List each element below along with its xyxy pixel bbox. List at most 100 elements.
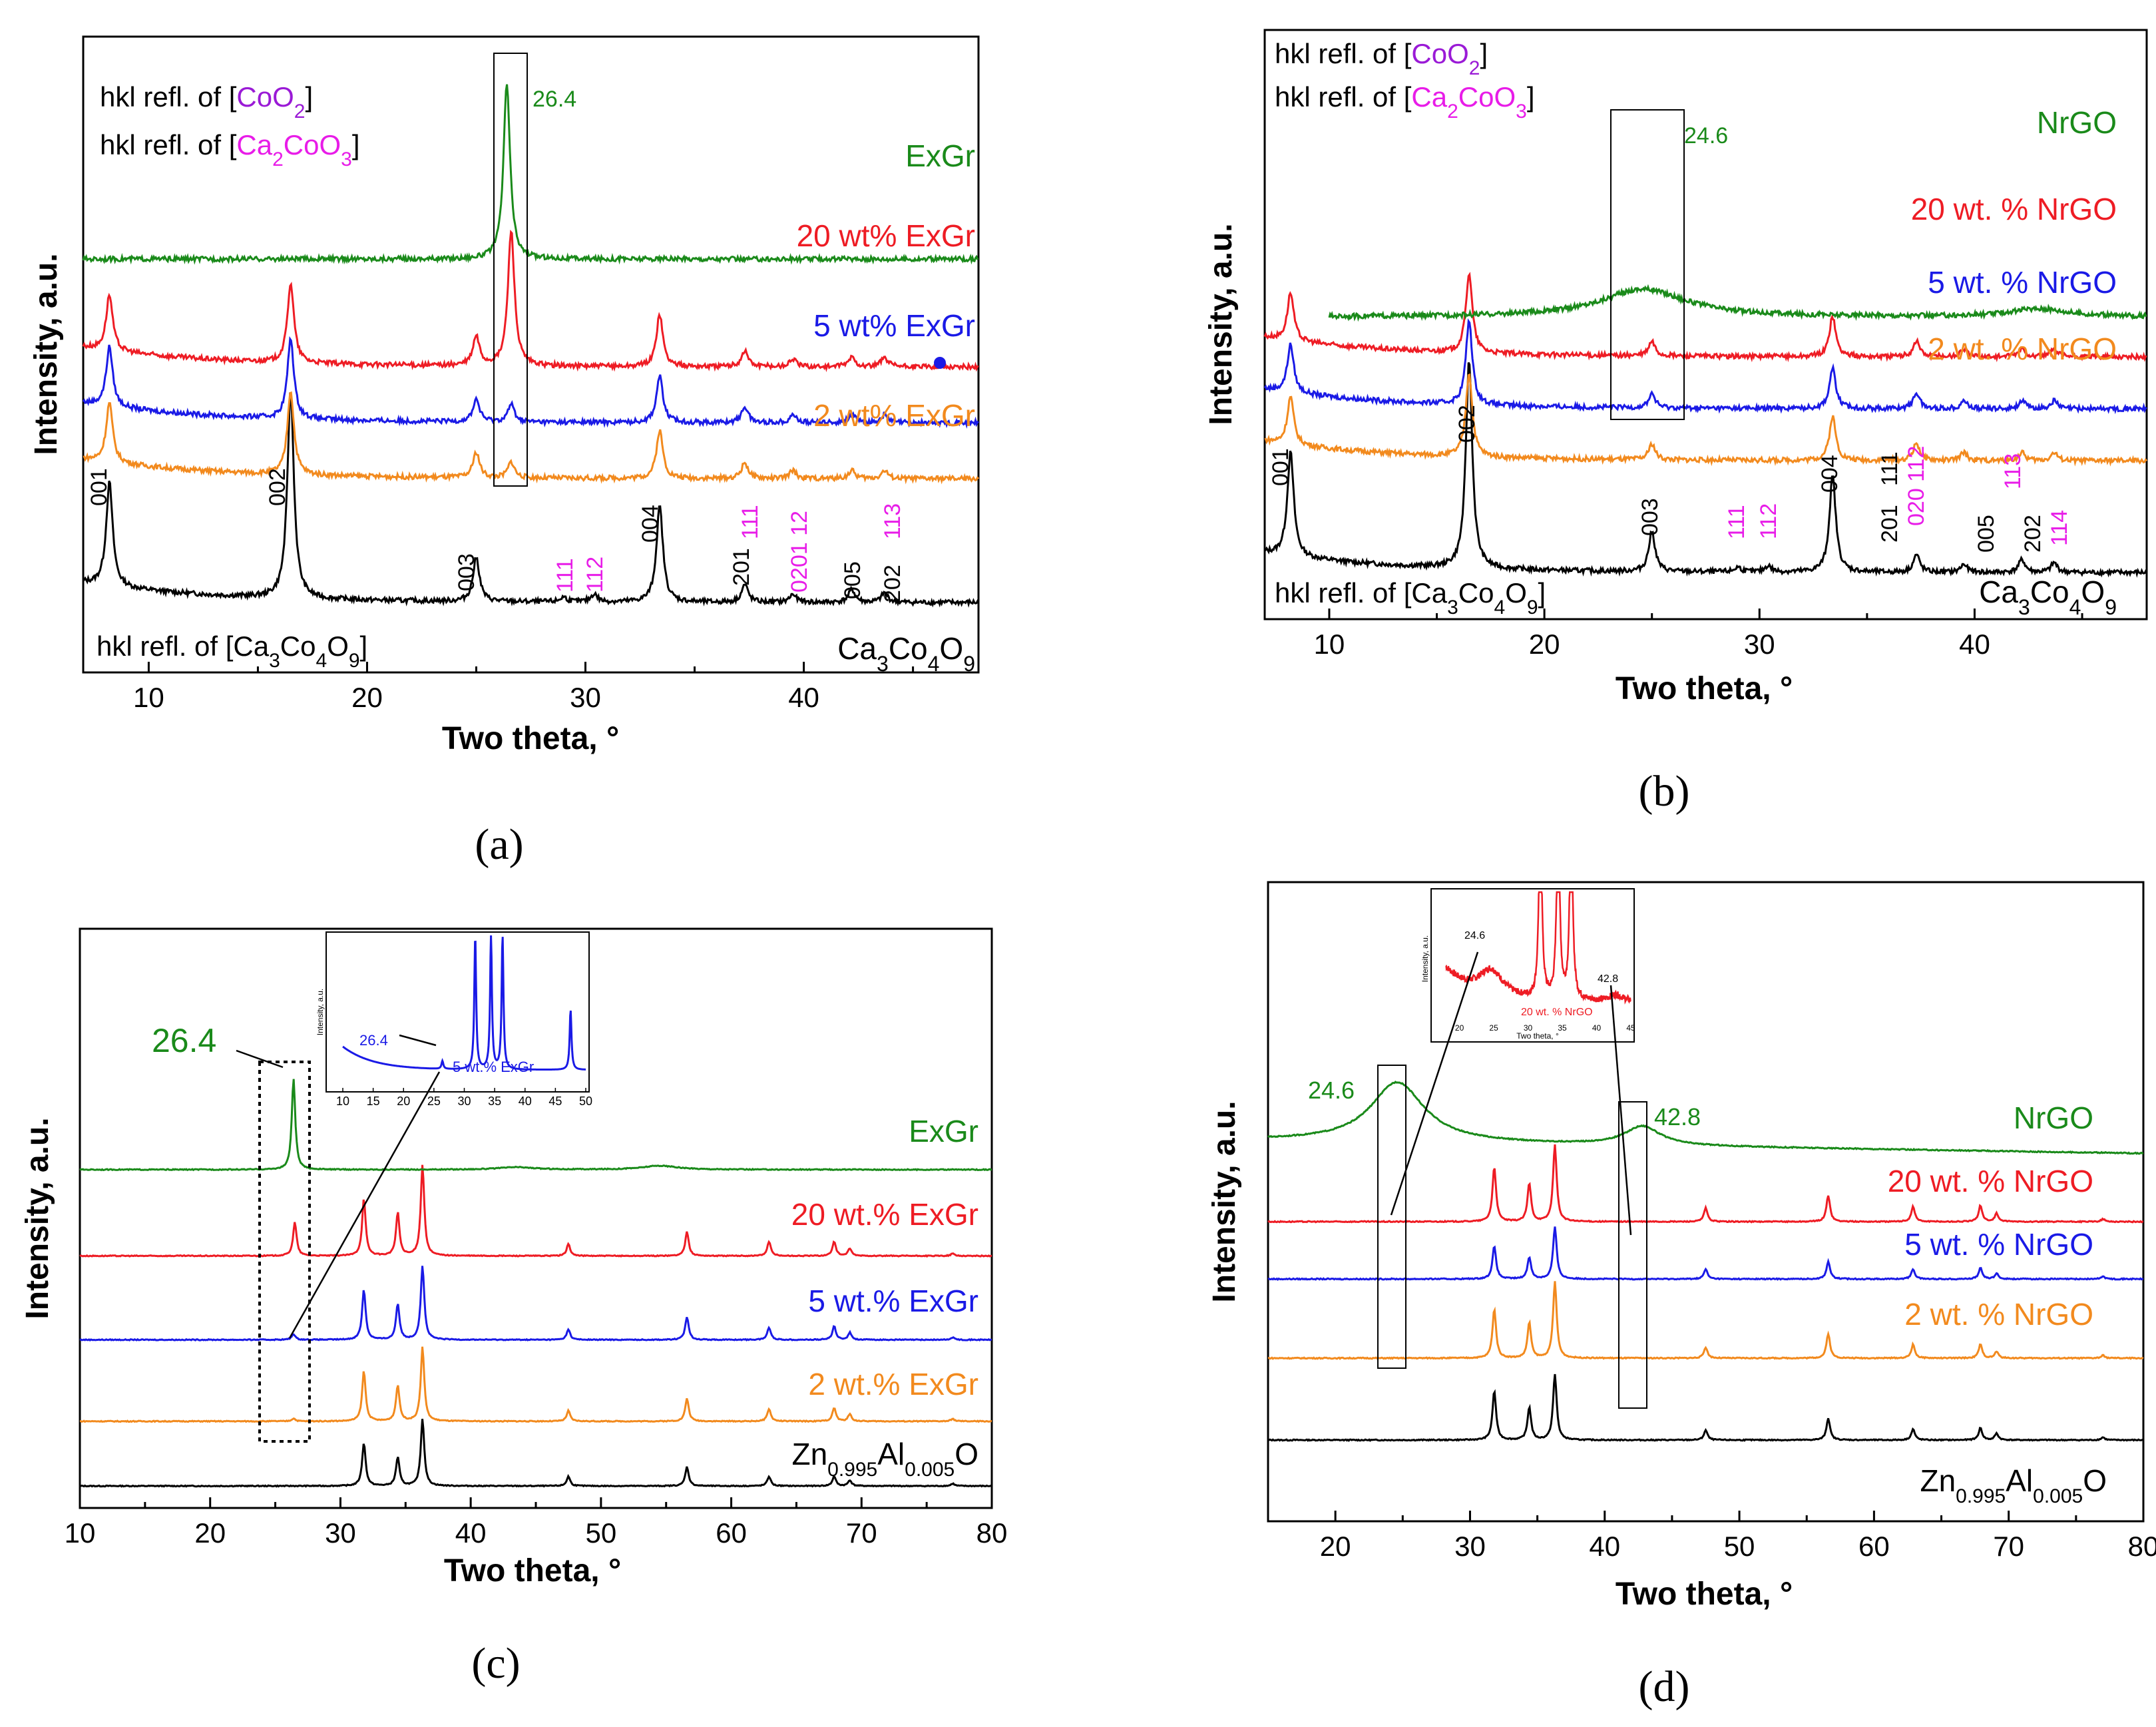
x-tick-label: 40 (1589, 1531, 1620, 1562)
panel-c-label-2wt: 2 wt.% ExGr (808, 1367, 978, 1401)
series-line (82, 84, 979, 265)
hkl-label: 005 (840, 561, 865, 599)
inset-x-tick-label: 50 (579, 1095, 592, 1108)
series-line (1267, 1226, 2144, 1281)
panel-d-label-20wt: 20 wt. % NrGO (1888, 1164, 2093, 1198)
hkl-label: 003 (1637, 498, 1663, 536)
inset-x-tick-label: 25 (1489, 1023, 1498, 1033)
panel-b-peak-label: 24.6 (1684, 123, 1728, 148)
series-line (83, 391, 980, 485)
x-tick-label: 10 (1314, 628, 1345, 660)
panel-d-inset-xlabel: Two theta, ° (1516, 1031, 1559, 1041)
panel-a-note-ca3co4o9: hkl refl. of [Ca3Co4O9] (97, 630, 367, 672)
x-tick-label: 70 (846, 1517, 877, 1549)
series-line (1267, 1373, 2144, 1442)
panel-d-peak-label-2: 42.8 (1654, 1103, 1701, 1130)
panel-a: 10 20 30 40 26.4 hkl refl. of [CoO2] hkl re… (29, 35, 980, 869)
panel-c-inset-series (342, 935, 586, 1071)
hkl-label: 001 (87, 468, 112, 506)
hkl-label: 113 (880, 503, 905, 539)
inset-x-tick-label: 45 (1626, 1023, 1635, 1033)
x-tick-label: 40 (1959, 628, 1990, 660)
panel-a-note-ca2coo3: hkl refl. of [Ca2CoO3] (100, 129, 360, 170)
hkl-label: 111 (552, 558, 578, 593)
inset-x-tick-label: 30 (457, 1095, 471, 1108)
x-tick-label: 60 (1858, 1531, 1890, 1562)
series-line (1263, 272, 2147, 363)
panel-c-label-exgr: ExGr (909, 1114, 978, 1148)
panel-d-xlabel: Two theta, ° (1616, 1577, 1793, 1612)
panel-c-label-zno: Zn0.995Al0.005O (791, 1437, 978, 1481)
hkl-label: 002 (265, 468, 290, 506)
series-line (83, 391, 980, 608)
inset-x-tick-label: 10 (336, 1095, 349, 1108)
hkl-label: 201 (1877, 505, 1902, 543)
panel-d-label: (d) (1639, 1662, 1690, 1711)
panel-c-label-5wt: 5 wt.% ExGr (808, 1284, 978, 1318)
inset-x-tick-label: 40 (1592, 1023, 1602, 1033)
panel-c-xlabel: Two theta, ° (444, 1553, 621, 1589)
hkl-label: 004 (638, 505, 663, 543)
x-tick-label: 30 (1744, 628, 1775, 660)
panel-a-label: (a) (475, 820, 523, 869)
panel-b-peak-box (1610, 109, 1685, 420)
x-tick-label: 30 (325, 1517, 356, 1549)
hkl-label: 112 (1756, 503, 1781, 539)
panel-a-xlabel: Two theta, ° (442, 721, 619, 756)
hkl-label: 004 (1817, 455, 1842, 493)
hkl-label: 003 (454, 553, 479, 591)
inset-x-tick-label: 20 (1455, 1023, 1464, 1033)
panel-d-inset-peak-label-1: 24.6 (1464, 930, 1485, 941)
series-line (1264, 362, 2148, 578)
hkl-label: 111 (1877, 451, 1902, 486)
panel-b-xlabel: Two theta, ° (1616, 671, 1793, 706)
panel-d-inset-series (1445, 891, 1631, 1005)
x-tick-label: 50 (585, 1517, 616, 1549)
panel-d-peak-box-2 (1618, 1101, 1647, 1409)
panel-a-label-5wt: 5 wt% ExGr (813, 308, 975, 343)
panel-c-inset-series-label: 5 wt.% ExGr (453, 1059, 534, 1075)
panel-a-hkl-labels: 001 002 003 004 201 005 202 111 112 111 … (87, 468, 905, 603)
panel-a-label-exgr: ExGr (905, 138, 975, 173)
panel-b-note-ca2coo3: hkl refl. of [Ca2CoO3] (1275, 81, 1535, 123)
series-line (79, 1419, 992, 1488)
panel-a-ylabel: Intensity, a.u. (29, 253, 64, 455)
panel-c-label-20wt: 20 wt.% ExGr (791, 1197, 978, 1232)
x-tick-label: 10 (133, 682, 164, 713)
series-line (1267, 1081, 2144, 1155)
panel-d-inset: 20 25 30 35 40 45 24.6 42.8 20 wt. % NrGO Two… (1420, 888, 1635, 1043)
x-tick-label: 60 (716, 1517, 747, 1549)
x-tick-label: 40 (788, 682, 819, 713)
panel-a-peak-box (493, 53, 528, 487)
panel-d: 20 30 40 50 60 70 80 24.6 42.8 20 25 30 35 40 45 24… (1207, 881, 2156, 1711)
panel-c-inset-arrow (399, 1034, 437, 1047)
panel-d-inset-peak-label-2: 42.8 (1598, 973, 1618, 985)
series-line (79, 1164, 992, 1258)
panel-d-label-zno: Zn0.995Al0.005O (1920, 1463, 2107, 1507)
panel-c-inset-frame (325, 931, 590, 1093)
hkl-label: 111 (738, 505, 763, 539)
panel-a-note-coo2: hkl refl. of [CoO2] (100, 81, 313, 123)
panel-d-label-nrgo: NrGO (2014, 1101, 2093, 1135)
panel-c-inset: 10 15 20 25 30 35 40 45 50 26.4 5 wt.% ExGr Inte… (316, 931, 592, 1108)
inset-x-tick-label: 20 (397, 1095, 410, 1108)
panel-d-zoom-arrow-1 (1390, 951, 1479, 1216)
panel-d-inset-frame (1430, 888, 1635, 1043)
panel-a-label-20wt: 20 wt% ExGr (797, 218, 975, 253)
panel-b-label-20wt: 20 wt. % NrGO (1911, 192, 2117, 226)
hkl-label: 005 (1974, 515, 1999, 553)
hkl-label: 113 (2000, 453, 2026, 489)
panel-d-inset-series-label: 20 wt. % NrGO (1521, 1007, 1593, 1018)
x-tick-label: 50 (1724, 1531, 1755, 1562)
panel-d-label-2wt: 2 wt. % NrGO (1904, 1297, 2093, 1332)
panel-b-note-coo2: hkl refl. of [CoO2] (1275, 38, 1488, 79)
series-line (82, 230, 979, 372)
panel-b-label-nrgo: NrGO (2037, 105, 2117, 140)
panel-b-hkl-labels: 001 002 003 004 201 005 202 111 112 111 … (1268, 405, 2072, 553)
panel-c-zoom-arrow (288, 1071, 441, 1339)
inset-x-tick-label: 15 (367, 1095, 380, 1108)
series-line (1267, 1281, 2144, 1360)
series-line (82, 336, 979, 429)
hkl-label: 112 (582, 557, 608, 593)
